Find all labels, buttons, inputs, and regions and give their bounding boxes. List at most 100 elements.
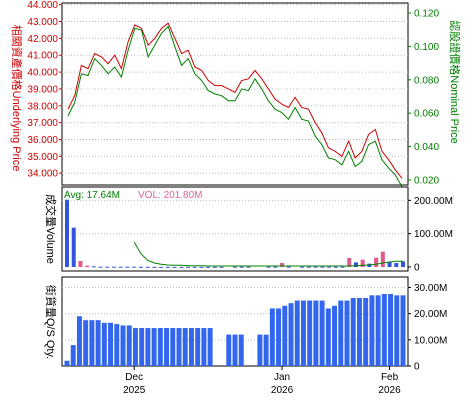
volume-bar <box>401 261 405 267</box>
volume-bar <box>306 266 311 268</box>
volume-bar <box>286 266 291 268</box>
volume-bar <box>71 227 76 267</box>
qty-bar <box>207 328 213 366</box>
volume-bar <box>394 263 399 267</box>
volume-bar <box>273 266 278 268</box>
qty-bar <box>276 308 282 366</box>
volume-bar <box>185 266 190 268</box>
volume-bar <box>353 262 358 267</box>
volume-bar <box>320 266 325 268</box>
qty-bar <box>400 295 406 366</box>
qty-bar <box>344 300 350 366</box>
volume-bar <box>85 265 90 267</box>
qty-bar <box>170 328 176 366</box>
x-tick-label-month: Feb <box>381 372 399 383</box>
left-tick-label: 41.000 <box>27 51 58 62</box>
qty-bar <box>157 328 163 366</box>
left-tick-label: 35.000 <box>27 152 58 163</box>
qty-bar <box>139 328 145 366</box>
qty-bar <box>145 328 151 366</box>
volume-bar <box>118 266 123 268</box>
volume-average-label: Avg: 17.64M <box>64 190 120 201</box>
qty-bar <box>120 325 126 366</box>
left-tick-label: 36.000 <box>27 135 58 146</box>
qty-tick-label: 0 <box>414 362 420 373</box>
volume-bar <box>219 266 224 268</box>
qty-bar <box>108 322 114 366</box>
qty-bar <box>394 295 400 366</box>
qty-bar <box>338 300 344 366</box>
x-tick-label-year: 2026 <box>271 385 294 396</box>
underlying-price-axis-label: 相關資產價格Underlying Price <box>10 25 24 172</box>
left-tick-label: 39.000 <box>27 84 58 95</box>
x-tick-label-month: Jan <box>274 372 290 383</box>
qty-bar <box>356 297 362 366</box>
qty-tick-label: 30.00M <box>414 283 447 294</box>
qty-bar <box>64 360 70 366</box>
qty-bar <box>232 334 238 366</box>
volume-current-label: VOL: 201.80M <box>138 190 202 201</box>
volume-tick-label: 0 <box>414 263 420 274</box>
volume-bar <box>112 266 117 268</box>
qty-bar <box>151 328 157 366</box>
qty-bar <box>238 334 244 366</box>
volume-bar <box>65 199 69 267</box>
right-tick-label: 0.020 <box>414 175 439 186</box>
qty-tick-label: 10.00M <box>414 335 447 346</box>
qty-bar <box>176 328 182 366</box>
x-tick-label-month: Dec <box>125 372 143 383</box>
volume-bar <box>179 266 184 268</box>
volume-bar <box>233 266 237 268</box>
volume-bar <box>360 259 365 267</box>
qty-bar <box>188 328 194 366</box>
qty-axis-label: 街貨量Q/S Qty. <box>44 285 58 359</box>
volume-bar <box>152 266 157 268</box>
volume-bar <box>145 266 150 268</box>
qty-bar <box>226 334 232 366</box>
qty-bar <box>294 300 300 366</box>
qty-bar <box>257 334 263 366</box>
qty-bar <box>201 328 207 366</box>
volume-bar <box>172 266 177 268</box>
volume-bar <box>327 266 332 268</box>
volume-average-line <box>133 241 404 267</box>
qty-bar <box>319 300 325 366</box>
volume-tick-label: 100.00M <box>414 229 453 240</box>
underlying-price-line <box>67 22 403 179</box>
qty-bar <box>388 294 394 366</box>
qty-bar <box>263 334 269 366</box>
qty-bar <box>350 297 356 366</box>
right-tick-label: 0.080 <box>414 75 439 86</box>
qty-bar <box>89 320 95 366</box>
warrant-price-line <box>67 25 403 187</box>
volume-bar <box>91 266 96 268</box>
volume-panel-frame <box>61 186 409 272</box>
qty-bar <box>182 328 188 366</box>
left-tick-label: 43.000 <box>27 17 58 28</box>
qty-bar <box>313 300 319 366</box>
qty-bar <box>300 300 306 366</box>
volume-bar <box>266 266 271 268</box>
volume-bar <box>132 266 137 268</box>
left-tick-label: 38.000 <box>27 101 58 112</box>
volume-bar <box>98 266 103 268</box>
qty-bar <box>132 328 138 366</box>
volume-bar <box>387 261 392 267</box>
volume-tick-label: 200.00M <box>414 196 453 207</box>
qty-bar <box>369 295 375 366</box>
volume-bar <box>333 266 338 268</box>
volume-axis-label: 成交量Volume <box>44 194 58 264</box>
qty-bar <box>164 328 170 366</box>
volume-bar <box>78 261 83 267</box>
volume-bar <box>347 258 352 267</box>
qty-bar <box>83 320 89 366</box>
left-tick-label: 40.000 <box>27 68 58 79</box>
qty-bar <box>307 300 313 366</box>
qty-bar <box>282 305 288 366</box>
volume-bar <box>206 266 211 268</box>
volume-bar <box>246 266 251 268</box>
left-tick-label: 34.000 <box>27 169 58 180</box>
volume-bar <box>125 266 130 268</box>
